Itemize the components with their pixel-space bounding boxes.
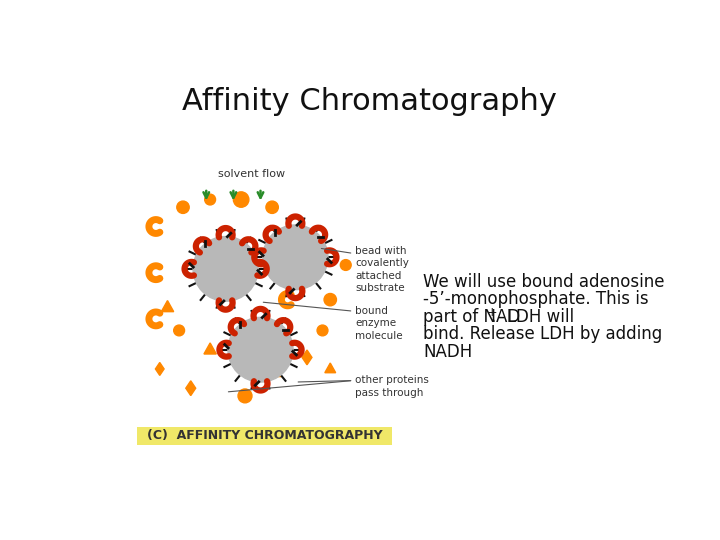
Circle shape — [324, 294, 336, 306]
Circle shape — [233, 192, 249, 207]
Text: Affinity Chromatography: Affinity Chromatography — [181, 87, 557, 116]
Circle shape — [193, 237, 258, 301]
Circle shape — [174, 325, 184, 336]
Circle shape — [177, 201, 189, 213]
Circle shape — [238, 389, 252, 403]
Circle shape — [266, 201, 279, 213]
Polygon shape — [325, 363, 336, 373]
Polygon shape — [186, 381, 196, 396]
Circle shape — [341, 260, 351, 271]
Text: (C)  AFFINITY CHROMATOGRAPHY: (C) AFFINITY CHROMATOGRAPHY — [147, 429, 382, 442]
Text: -5’-monophosphate. This is: -5’-monophosphate. This is — [423, 291, 649, 308]
Text: NADH: NADH — [423, 343, 472, 361]
Text: other proteins
pass through: other proteins pass through — [355, 375, 429, 397]
Polygon shape — [271, 367, 282, 376]
Text: .  LDH will: . LDH will — [491, 308, 575, 326]
Polygon shape — [161, 301, 174, 312]
Circle shape — [228, 318, 293, 382]
Text: +: + — [487, 306, 498, 319]
Text: bind. Release LDH by adding: bind. Release LDH by adding — [423, 326, 662, 343]
Text: We will use bound adenosine: We will use bound adenosine — [423, 273, 665, 291]
Text: bead with
covalently
attached
substrate: bead with covalently attached substrate — [355, 246, 409, 293]
Circle shape — [317, 325, 328, 336]
Polygon shape — [204, 343, 216, 354]
Polygon shape — [302, 350, 312, 365]
FancyBboxPatch shape — [137, 427, 392, 445]
Circle shape — [263, 225, 328, 289]
Text: part of NAD: part of NAD — [423, 308, 521, 326]
Circle shape — [204, 194, 215, 205]
Text: solvent flow: solvent flow — [218, 169, 285, 179]
Polygon shape — [156, 362, 164, 375]
Text: bound
enzyme
molecule: bound enzyme molecule — [355, 306, 402, 341]
